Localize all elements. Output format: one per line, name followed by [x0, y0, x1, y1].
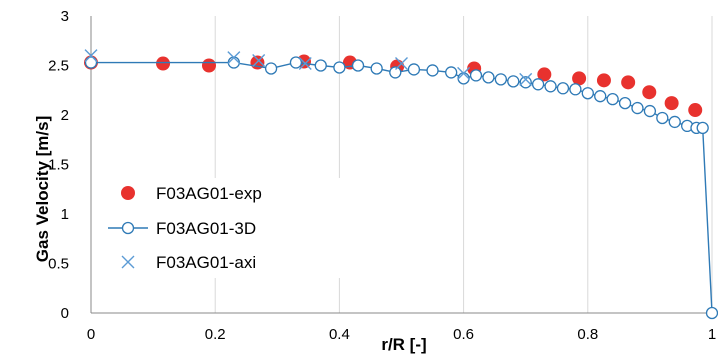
sim-3d-point	[227, 56, 240, 69]
series-line	[91, 61, 713, 314]
x-tick-label: 1	[708, 326, 716, 343]
exp-point	[596, 73, 611, 88]
sim-3d-point	[333, 61, 346, 74]
series-f03ag01-axi	[84, 49, 533, 86]
sim-3d-point	[594, 90, 607, 103]
series-f03ag01-3d	[84, 56, 718, 320]
sim-3d-point	[314, 59, 327, 72]
sim-3d-point	[705, 306, 718, 320]
y-tick-label: 0	[61, 305, 69, 322]
sim-3d-point	[351, 59, 365, 72]
x-tick-label: 0.8	[577, 326, 598, 343]
exp-point	[688, 103, 703, 118]
data-series	[84, 49, 718, 320]
sim-3d-point	[407, 63, 421, 76]
sim-3d-point	[631, 101, 644, 115]
sim-3d-point	[289, 56, 303, 69]
sim-3d-point	[544, 80, 557, 93]
exp-point	[572, 71, 587, 86]
sim-3d-point	[556, 82, 570, 95]
exp-point	[621, 75, 636, 90]
sim-3d-point	[121, 221, 135, 235]
axi-point	[227, 51, 241, 65]
axi-point	[395, 57, 408, 71]
sim-3d-point	[494, 73, 508, 86]
y-axis-title: Gas Velocity [m/s]	[33, 116, 52, 262]
sim-3d-point	[370, 62, 383, 75]
x-tick-label: 0.6	[453, 326, 474, 343]
sim-3d-point	[606, 93, 619, 106]
sim-3d-point	[618, 96, 632, 110]
exp-point	[121, 186, 135, 200]
y-tick-label: 1.5	[48, 157, 69, 174]
y-tick-label: 1	[61, 206, 69, 223]
axi-point	[457, 66, 471, 80]
sim-3d-point	[426, 64, 439, 77]
exp-point	[664, 96, 679, 111]
legend-entry: F03AG01-3D	[108, 219, 256, 238]
axi-point	[84, 49, 98, 63]
series-f03ag01-exp	[84, 54, 703, 118]
sim-3d-point	[389, 66, 402, 79]
sim-3d-point	[507, 75, 520, 88]
legend: F03AG01-exp F03AG01-3D F03AG01-axi	[108, 178, 340, 278]
x-axis-title: r/R [-]	[381, 335, 426, 354]
sim-3d-point	[656, 111, 669, 125]
axi-point	[298, 57, 312, 71]
sim-3d-point	[696, 121, 709, 135]
exp-point	[156, 56, 171, 71]
sim-3d-point	[519, 76, 532, 89]
axi-point	[121, 255, 135, 269]
sim-3d-point	[531, 78, 545, 91]
y-tick-labels: 0 0.5 1 1.5 2 2.5 3	[48, 8, 69, 322]
axi-point	[519, 72, 533, 86]
sim-3d-point	[581, 87, 594, 100]
sim-3d-point	[482, 71, 495, 84]
sim-3d-point	[643, 104, 657, 118]
sim-3d-point	[469, 69, 483, 82]
x-tick-label: 0.4	[329, 326, 350, 343]
x-tick-label: 0.2	[205, 326, 226, 343]
sim-3d-point	[668, 115, 681, 129]
x-tick-labels: 0 0.2 0.4 0.6 0.8 1	[87, 326, 716, 343]
y-tick-label: 0.5	[48, 256, 69, 273]
legend-entry: F03AG01-axi	[121, 253, 256, 272]
exp-point	[537, 67, 552, 82]
sim-3d-point	[264, 62, 278, 75]
exp-point	[642, 85, 657, 100]
legend-label: F03AG01-exp	[156, 184, 262, 203]
y-tick-label: 3	[61, 8, 69, 25]
sim-3d-point	[445, 66, 458, 79]
x-tick-label: 0	[87, 326, 95, 343]
legend-label: F03AG01-axi	[156, 253, 256, 272]
exp-point	[201, 58, 216, 73]
sim-3d-point	[569, 83, 582, 96]
legend-entry: F03AG01-exp	[121, 184, 262, 203]
sim-3d-point	[84, 56, 98, 69]
sim-3d-point	[457, 72, 470, 85]
y-tick-label: 2	[61, 107, 69, 124]
axi-point	[252, 54, 266, 68]
legend-label: F03AG01-3D	[156, 219, 256, 238]
y-tick-label: 2.5	[48, 58, 69, 75]
